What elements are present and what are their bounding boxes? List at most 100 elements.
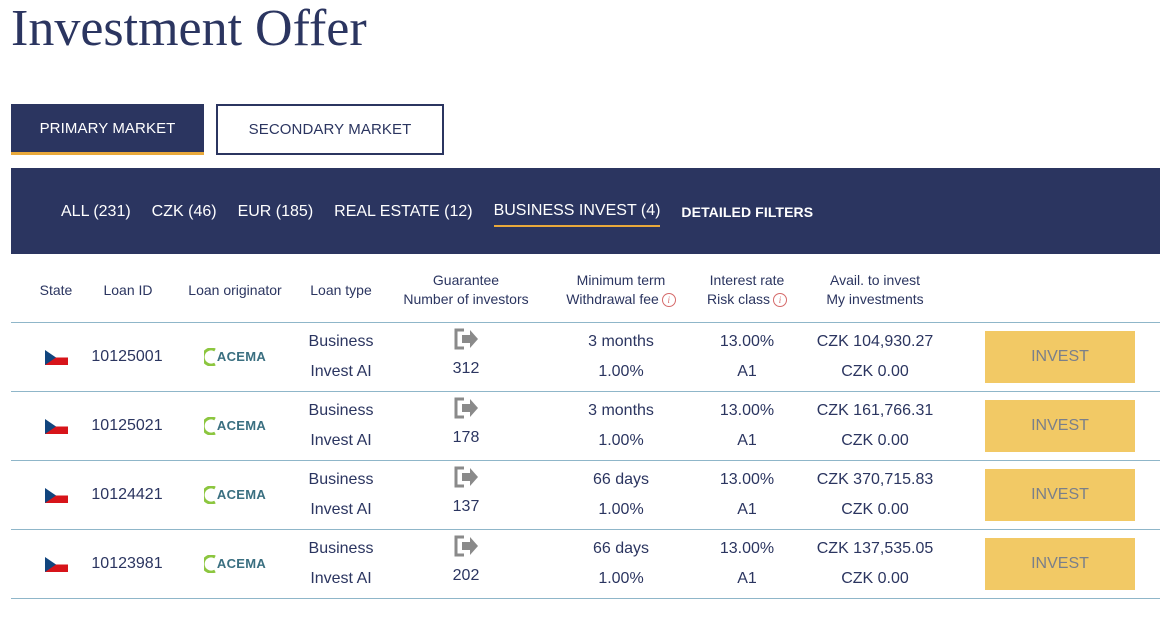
interest-rate-label: Interest rate <box>709 272 785 288</box>
guarantee-arrow-icon <box>454 397 478 419</box>
filter-eur[interactable]: EUR (185) <box>237 203 314 220</box>
risk-class: A1 <box>737 570 757 587</box>
withdrawal-fee: 1.00% <box>598 501 644 518</box>
table-header: State Loan ID Loan originator Loan type … <box>11 258 1160 323</box>
loan-originator-logo: ACEMA <box>179 323 291 391</box>
table-row[interactable]: 10124421 ACEMA Business Invest AI 137 66… <box>11 461 1160 530</box>
loan-id[interactable]: 10125021 <box>91 417 163 434</box>
filter-bar: ALL (231) CZK (46) EUR (185) REAL ESTATE… <box>11 168 1160 254</box>
originator-name: ACEMA <box>216 487 267 502</box>
column-header-loan-type[interactable]: Loan type <box>299 258 383 322</box>
originator-name: ACEMA <box>216 349 267 364</box>
tab-primary-market[interactable]: PRIMARY MARKET <box>11 104 204 155</box>
availability-cell: CZK 104,930.27 CZK 0.00 <box>805 323 945 391</box>
loan-originator-label: Loan originator <box>188 281 282 298</box>
tab-secondary-market[interactable]: SECONDARY MARKET <box>216 104 444 155</box>
loan-id[interactable]: 10124421 <box>91 486 163 503</box>
guarantee-cell: 202 <box>391 530 541 598</box>
table-row[interactable]: 10125001 ACEMA Business Invest AI 312 3 … <box>11 323 1160 392</box>
availability-cell: CZK 137,535.05 CZK 0.00 <box>805 530 945 598</box>
loan-id-label: Loan ID <box>103 281 153 298</box>
rate-cell: 13.00% A1 <box>697 461 797 529</box>
loan-type-line2: Invest AI <box>310 570 372 587</box>
table-row[interactable]: 10125021 ACEMA Business Invest AI 178 3 … <box>11 392 1160 461</box>
column-header-state[interactable]: State <box>31 258 81 322</box>
guarantee-label: Guarantee <box>432 272 500 288</box>
my-investments: CZK 0.00 <box>841 432 909 449</box>
column-header-interest-rate[interactable]: Interest rate Risk class i <box>697 258 797 322</box>
number-of-investors: 178 <box>452 429 480 446</box>
czech-flag-icon <box>44 556 68 572</box>
czech-flag-icon <box>44 418 68 434</box>
term-cell: 66 days 1.00% <box>551 530 691 598</box>
withdrawal-fee: 1.00% <box>598 432 644 449</box>
loan-id[interactable]: 10125001 <box>91 348 163 365</box>
rate-cell: 13.00% A1 <box>697 530 797 598</box>
acema-logo-icon <box>203 348 216 366</box>
loan-originator-logo: ACEMA <box>179 392 291 460</box>
invest-button[interactable]: INVEST <box>985 538 1135 590</box>
minimum-term-label: Minimum term <box>576 272 666 288</box>
filter-real-estate[interactable]: REAL ESTATE (12) <box>334 203 473 220</box>
filter-all[interactable]: ALL (231) <box>61 203 131 220</box>
loan-type-line2: Invest AI <box>310 432 372 449</box>
invest-button[interactable]: INVEST <box>985 331 1135 383</box>
minimum-term: 3 months <box>588 402 654 419</box>
my-investments: CZK 0.00 <box>841 363 909 380</box>
czech-flag-icon <box>44 487 68 503</box>
info-icon[interactable]: i <box>773 293 787 307</box>
loan-type-line2: Invest AI <box>310 501 372 518</box>
rate-cell: 13.00% A1 <box>697 323 797 391</box>
interest-rate: 13.00% <box>719 471 775 488</box>
loan-originator-logo: ACEMA <box>179 461 291 529</box>
withdrawal-fee: 1.00% <box>598 363 644 380</box>
state-cell <box>31 392 81 460</box>
guarantee-arrow-icon <box>454 466 478 488</box>
column-header-loan-id[interactable]: Loan ID <box>91 258 165 322</box>
state-cell <box>31 461 81 529</box>
column-header-avail-to-invest[interactable]: Avail. to invest My investments <box>805 258 945 322</box>
avail-to-invest-label: Avail. to invest <box>829 272 920 288</box>
number-of-investors: 312 <box>452 360 480 377</box>
guarantee-arrow-icon <box>454 535 478 557</box>
loan-type: Business Invest AI <box>299 323 383 391</box>
interest-rate: 13.00% <box>719 540 775 557</box>
filter-czk[interactable]: CZK (46) <box>151 203 217 220</box>
guarantee-cell: 178 <box>391 392 541 460</box>
avail-to-invest: CZK 137,535.05 <box>816 540 934 557</box>
invest-button[interactable]: INVEST <box>985 400 1135 452</box>
avail-to-invest: CZK 104,930.27 <box>816 333 934 350</box>
table-row[interactable]: 10123981 ACEMA Business Invest AI 202 66… <box>11 530 1160 599</box>
originator-name: ACEMA <box>216 556 267 571</box>
info-icon[interactable]: i <box>661 293 676 307</box>
avail-to-invest: CZK 370,715.83 <box>816 471 934 488</box>
originator-name: ACEMA <box>216 418 267 433</box>
filter-business-invest[interactable]: BUSINESS INVEST (4) <box>493 202 661 227</box>
loan-type-line1: Business <box>308 540 374 557</box>
loan-type-line1: Business <box>308 402 374 419</box>
loan-type: Business Invest AI <box>299 530 383 598</box>
term-cell: 66 days 1.00% <box>551 461 691 529</box>
czech-flag-icon <box>44 349 68 365</box>
guarantee-arrow-icon <box>454 328 478 350</box>
withdrawal-fee-label: Withdrawal fee <box>566 291 659 307</box>
state-cell <box>31 323 81 391</box>
guarantee-cell: 312 <box>391 323 541 391</box>
my-investments: CZK 0.00 <box>841 501 909 518</box>
invest-button[interactable]: INVEST <box>985 469 1135 521</box>
my-investments: CZK 0.00 <box>841 570 909 587</box>
column-header-guarantee[interactable]: Guarantee Number of investors <box>391 258 541 322</box>
column-header-minimum-term[interactable]: Minimum term Withdrawal fee i <box>551 258 691 322</box>
term-cell: 3 months 1.00% <box>551 392 691 460</box>
acema-logo-icon <box>203 555 216 573</box>
column-header-loan-originator[interactable]: Loan originator <box>179 258 291 322</box>
acema-logo-icon <box>203 486 216 504</box>
risk-class: A1 <box>737 363 757 380</box>
loan-id[interactable]: 10123981 <box>91 555 163 572</box>
number-of-investors-label: Number of investors <box>403 291 529 307</box>
detailed-filters-link[interactable]: DETAILED FILTERS <box>681 204 814 220</box>
number-of-investors: 137 <box>452 498 480 515</box>
loan-table-body: 10125001 ACEMA Business Invest AI 312 3 … <box>11 323 1160 599</box>
page-title: Investment Offer <box>11 0 367 57</box>
loan-type: Business Invest AI <box>299 461 383 529</box>
